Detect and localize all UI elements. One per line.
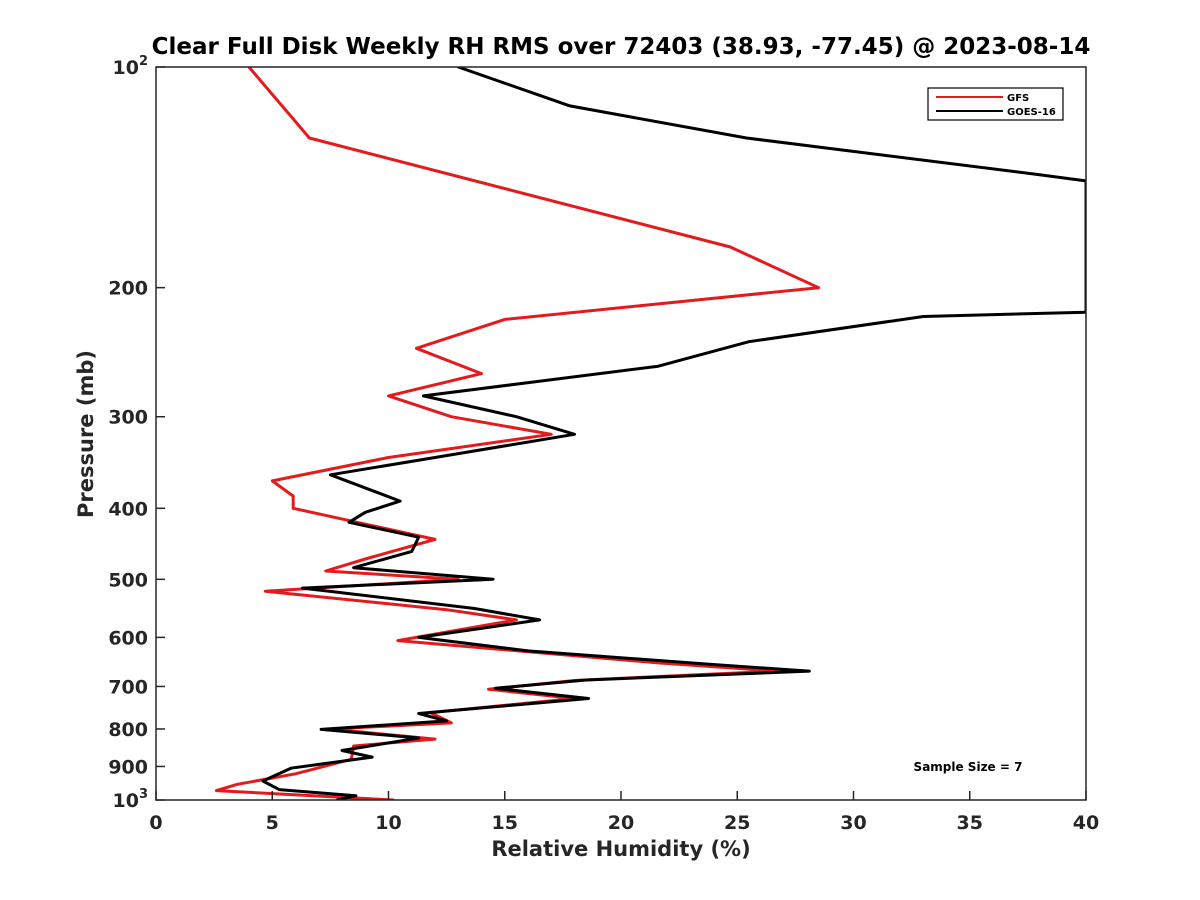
legend-label-gfs: GFS	[1007, 93, 1029, 104]
legend-box	[927, 87, 1064, 121]
x-tick-label: 40	[1073, 812, 1099, 834]
y-tick-label: 103	[113, 787, 149, 812]
y-tick-label: 700	[108, 676, 148, 698]
series-line-goes-16	[261, 67, 1086, 800]
x-axis: 0 5 10 15 20 25 30 35 40	[149, 791, 1099, 834]
sample-size-annotation: Sample Size = 7	[914, 760, 1023, 774]
y-tick-label: 800	[108, 719, 148, 741]
y-tick-label: 400	[108, 498, 148, 520]
x-tick-label: 35	[957, 812, 983, 834]
legend-label-goes16: GOES-16	[1007, 107, 1056, 118]
x-tick-label: 15	[492, 812, 518, 834]
y-tick-label: 500	[108, 569, 148, 591]
series-line-gfs	[214, 67, 821, 800]
x-axis-label: Relative Humidity (%)	[491, 837, 750, 861]
x-tick-label: 20	[608, 812, 634, 834]
y-tick-label: 900	[108, 756, 148, 778]
x-tick-label: 30	[840, 812, 866, 834]
x-tick-label: 25	[724, 812, 750, 834]
y-tick-label: 300	[108, 407, 148, 429]
y-tick-label: 102	[113, 54, 149, 79]
y-axis-label: Pressure (mb)	[74, 350, 98, 518]
chart-title: Clear Full Disk Weekly RH RMS over 72403…	[152, 34, 1091, 60]
x-tick-label: 5	[266, 812, 279, 834]
y-axis: 102 200 300 400 500 600 700 800 900 103	[108, 54, 165, 812]
x-tick-label: 10	[375, 812, 401, 834]
y-tick-label: 200	[108, 278, 148, 300]
y-tick-label: 600	[108, 627, 148, 649]
legend: GFS GOES-16	[927, 87, 1064, 121]
series-layer	[214, 67, 1086, 800]
x-tick-label: 0	[149, 812, 162, 834]
